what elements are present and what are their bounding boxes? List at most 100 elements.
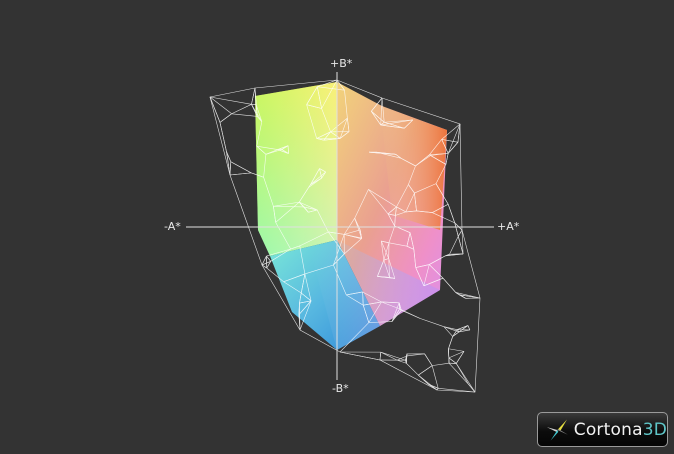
wireframe-edge xyxy=(432,212,455,224)
wireframe-edge xyxy=(408,184,415,194)
wireframe-edge xyxy=(414,193,417,211)
wireframe-edge xyxy=(415,267,425,286)
wireframe-edge xyxy=(432,204,449,213)
wireframe-edge xyxy=(441,139,458,143)
wireframe-edge xyxy=(384,121,405,129)
wireframe-edge xyxy=(415,264,430,268)
axis-label-b-plus: +B* xyxy=(330,57,353,70)
wireframe-edge xyxy=(219,122,227,152)
wireframe-edge xyxy=(299,201,305,208)
wireframe-edge xyxy=(404,119,414,129)
wireframe-edge xyxy=(330,131,341,139)
wireframe-edge xyxy=(448,348,465,352)
wireframe-edge xyxy=(449,236,459,255)
wireframe-edge xyxy=(379,352,382,361)
wireframe-edge xyxy=(448,336,453,349)
wireframe-edge xyxy=(308,209,318,213)
wireframe-edge xyxy=(266,267,284,282)
wireframe-edge xyxy=(447,142,459,154)
wireframe-edge xyxy=(405,210,417,213)
wireframe-edge xyxy=(371,111,381,126)
wireframe-edge xyxy=(381,240,389,244)
wireframe-edge xyxy=(231,104,252,115)
wireframe-edge xyxy=(344,90,348,119)
wireframe-edge xyxy=(416,210,433,213)
wireframe-edge xyxy=(229,172,252,176)
wireframe-edge xyxy=(458,325,469,333)
wireframe-edge xyxy=(381,97,385,123)
wireframe-edge xyxy=(266,255,271,262)
wireframe-edge xyxy=(413,249,417,268)
wireframe-edge xyxy=(354,218,362,239)
wireframe-edge xyxy=(328,231,345,235)
wireframe-edge xyxy=(380,119,413,126)
wireframe-edge xyxy=(445,253,464,257)
wireframe-edge xyxy=(457,236,464,254)
wireframe-edge xyxy=(255,104,263,122)
wireframe-edge xyxy=(306,86,318,105)
wireframe-edge xyxy=(408,165,416,185)
wireframe-edge xyxy=(251,172,264,178)
wireframe-edge xyxy=(275,201,300,223)
wireframe-edge xyxy=(396,355,407,361)
wireframe-edge xyxy=(306,104,322,109)
wireframe-edge xyxy=(395,154,402,159)
wireframe-edge xyxy=(283,281,302,294)
wireframe-edge xyxy=(429,264,444,279)
wireframe-edge xyxy=(277,149,289,154)
wireframe-edge xyxy=(455,292,481,299)
wireframe-edge xyxy=(231,113,258,117)
wireframe-edge xyxy=(336,79,345,91)
wireframe-edge xyxy=(435,164,447,184)
wireframe-edge xyxy=(406,353,408,364)
wireframe-edge xyxy=(362,291,364,306)
wireframe-edge xyxy=(429,255,446,265)
wireframe-edge xyxy=(388,225,395,243)
axes xyxy=(186,72,494,380)
wireframe-edge xyxy=(423,264,430,286)
wireframe-edge xyxy=(399,308,421,319)
wireframe-edge xyxy=(257,116,263,122)
wireframe-edge xyxy=(452,331,460,337)
wireframe-edge xyxy=(391,302,400,322)
wireframe-edge xyxy=(316,86,322,109)
wireframe-edge xyxy=(381,301,400,310)
wireframe-edge xyxy=(344,229,361,235)
wireframe-edge xyxy=(429,153,449,156)
wireframe-edge xyxy=(396,206,406,213)
wireframe-edge xyxy=(321,79,338,109)
wireframe-edge xyxy=(406,353,425,357)
wireframe-edge xyxy=(299,300,312,331)
wireframe-edge xyxy=(396,184,409,208)
wireframe-edge xyxy=(455,363,476,393)
wireframe-edge xyxy=(406,245,414,250)
wireframe-edge xyxy=(226,151,231,176)
cortona3d-logo[interactable]: Cortona3D xyxy=(537,412,668,447)
wireframe-edge xyxy=(388,258,396,279)
wireframe-edge xyxy=(209,96,232,115)
wireframe-edge xyxy=(346,294,364,306)
wireframe-edge xyxy=(321,171,326,179)
wireframe-edge xyxy=(362,291,382,303)
wireframe-edge xyxy=(454,222,463,231)
wireframe-edge xyxy=(383,258,389,261)
wireframe-edge xyxy=(219,113,232,123)
wireframe-edge xyxy=(429,139,442,155)
wireframe-edge xyxy=(299,300,312,304)
wireframe-edge xyxy=(290,245,300,250)
wireframe-edge xyxy=(414,183,437,194)
wireframe-edge xyxy=(339,351,381,361)
wireframe-edge xyxy=(467,325,471,331)
wireframe-edge xyxy=(299,201,318,211)
wireframe-edge xyxy=(299,231,329,247)
cortona-star-icon xyxy=(546,418,568,441)
wireframe-edge xyxy=(424,353,433,366)
wireframe-edge xyxy=(394,215,396,227)
wireframe-edge xyxy=(299,245,306,274)
wireframe-edge xyxy=(457,123,461,143)
wireframe-edge xyxy=(363,301,382,306)
wireframe-edge xyxy=(415,154,430,167)
wireframe-edge xyxy=(388,213,396,216)
wireframe-edge xyxy=(447,123,461,154)
